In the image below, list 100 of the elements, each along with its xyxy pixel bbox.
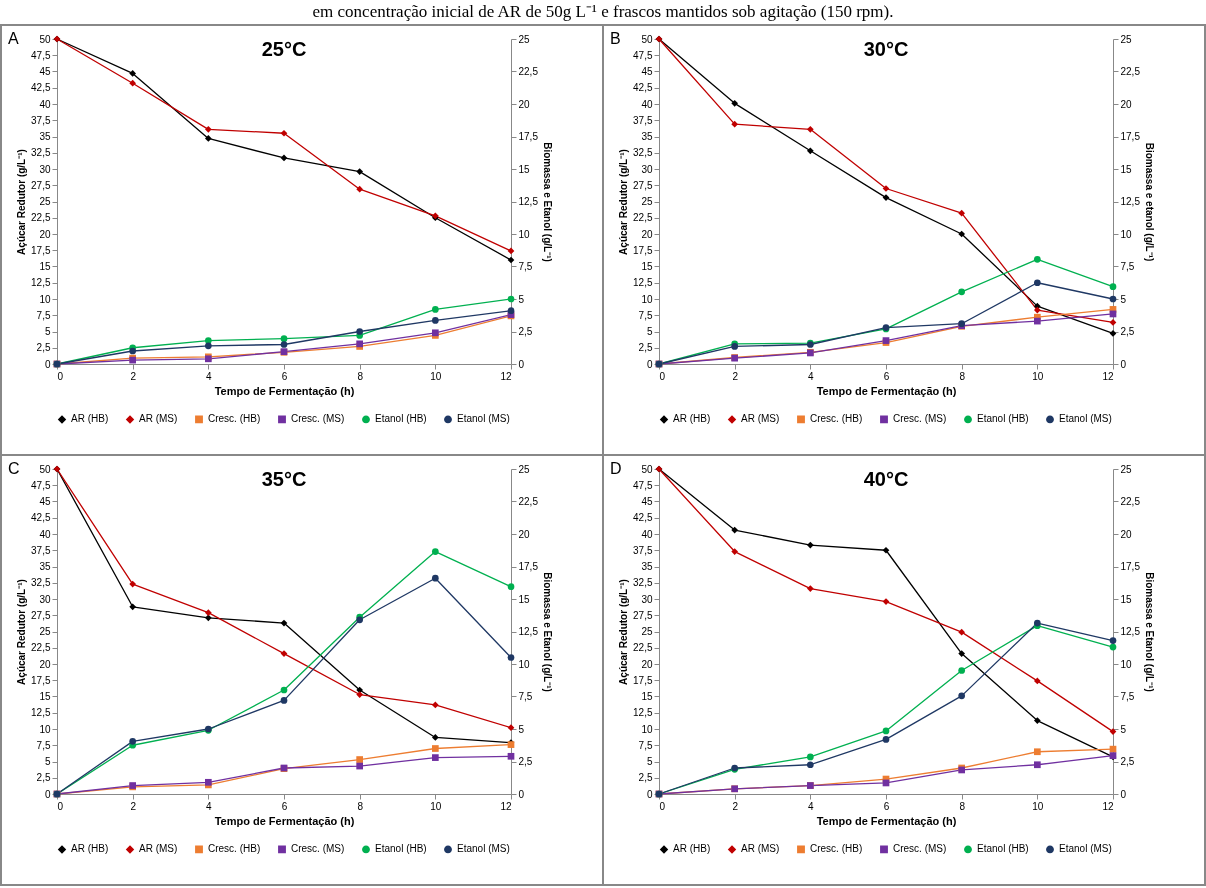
y2-tick-label: 17,5 (1120, 131, 1141, 142)
x-tick-label: 0 (57, 800, 64, 812)
y2-tick-label: 7,5 (518, 261, 533, 272)
x-tick-label: 10 (1032, 370, 1044, 382)
legend-label: AR (MS) (741, 843, 780, 855)
y-tick-label: 45 (641, 496, 653, 507)
y-tick-label: 50 (39, 463, 51, 475)
x-tick-label: 12 (500, 370, 512, 382)
y-tick-label: 12,5 (31, 707, 51, 719)
x-axis-title: Tempo de Fermentação (h) (816, 384, 957, 397)
legend-label: Etanol (MS) (457, 413, 510, 425)
x-tick-label: 2 (732, 370, 739, 382)
y-tick-label: 7,5 (638, 309, 653, 321)
text: B (610, 30, 621, 48)
y2-tick-label: 22,5 (518, 496, 539, 507)
y2-tick-label: 2,5 (1120, 326, 1135, 337)
x-tick-label: 8 (357, 370, 364, 382)
legend-label: Etanol (MS) (1059, 413, 1112, 425)
x-tick-label: 10 (430, 800, 442, 812)
y-tick-label: 5 (646, 756, 653, 767)
x-tick-label: 8 (959, 370, 966, 382)
x-tick-label: 6 (281, 800, 288, 812)
y-tick-label: 15 (39, 691, 51, 702)
y-tick-label: 32,5 (31, 577, 51, 589)
x-axis-title: Tempo de Fermentação (h) (816, 814, 957, 827)
x-tick-label: 8 (959, 800, 966, 812)
y-tick-label: 50 (641, 463, 653, 475)
y2-tick-label: 5 (518, 293, 525, 305)
y2-tick-label: 10 (1120, 228, 1133, 240)
y2-tick-label: 20 (1120, 528, 1133, 540)
y-tick-label: 12,5 (633, 707, 653, 719)
y2-tick-label: 5 (1120, 723, 1127, 735)
legend-label: Cresc. (MS) (893, 413, 947, 425)
legend-label: Etanol (HB) (977, 843, 1029, 855)
x-tick-label: 8 (357, 800, 364, 812)
x-tick-label: 12 (1102, 370, 1114, 382)
y-tick-label: 17,5 (633, 674, 653, 686)
x-tick-label: 6 (281, 370, 288, 382)
y-tick-label: 27,5 (31, 179, 51, 191)
y2-tick-label: 0 (1120, 358, 1127, 370)
y-tick-label: 37,5 (31, 544, 51, 556)
y-tick-label: 5 (646, 326, 653, 337)
y-tick-label: 50 (641, 33, 653, 45)
legend-label: AR (MS) (741, 413, 780, 425)
legend-label: Cresc. (HB) (208, 413, 261, 425)
legend-label: Etanol (HB) (977, 413, 1029, 425)
legend-label: AR (HB) (673, 413, 711, 425)
x-tick-label: 4 (206, 370, 213, 382)
y-tick-label: 20 (641, 658, 653, 670)
y2-tick-label: 2,5 (518, 756, 533, 767)
y-tick-label: 40 (641, 528, 653, 540)
y-tick-label: 30 (39, 593, 51, 605)
y-tick-label: 22,5 (31, 642, 51, 654)
legend-label: Etanol (HB) (375, 843, 427, 855)
y2-tick-label: 15 (518, 163, 531, 175)
y-tick-label: 47,5 (31, 479, 51, 491)
y-tick-label: 0 (44, 358, 51, 370)
y-tick-label: 47,5 (633, 49, 653, 61)
y-tick-label: 5 (44, 326, 51, 337)
text: em concentração inicial de AR de 50g L⁻¹ e frascos mantidos sob agitação (150 rpm). (312, 2, 894, 21)
legend-label: AR (MS) (139, 843, 178, 855)
chart-title: 40°C (863, 468, 909, 490)
y2-tick-label: 5 (518, 723, 525, 735)
y2-tick-label: 0 (518, 788, 525, 800)
y-tick-label: 25 (641, 196, 653, 207)
y-tick-label: 2,5 (638, 772, 653, 784)
y2-tick-label: 25 (1120, 463, 1133, 475)
y-tick-label: 25 (641, 626, 653, 637)
y-tick-label: 30 (641, 593, 653, 605)
y2-axis-title: Biomassa e Etanol (g/L⁻¹) (1143, 572, 1155, 692)
y-tick-label: 17,5 (31, 674, 51, 686)
y2-tick-label: 10 (518, 228, 531, 240)
y-tick-label: 20 (641, 228, 653, 240)
y-tick-label: 10 (641, 293, 653, 305)
legend-label: Etanol (MS) (457, 843, 510, 855)
y2-tick-label: 17,5 (1120, 561, 1141, 572)
x-tick-label: 2 (732, 800, 739, 812)
y-tick-label: 30 (39, 163, 51, 175)
y2-tick-label: 22,5 (1120, 496, 1141, 507)
y2-tick-label: 25 (518, 463, 531, 475)
x-tick-label: 0 (659, 800, 666, 812)
y2-tick-label: 15 (1120, 163, 1133, 175)
y-tick-label: 37,5 (633, 544, 653, 556)
x-tick-label: 12 (500, 800, 512, 812)
y-tick-label: 22,5 (633, 212, 653, 224)
x-tick-label: 6 (883, 800, 890, 812)
y-tick-label: 17,5 (633, 244, 653, 256)
legend-label: Cresc. (MS) (291, 413, 345, 425)
x-tick-label: 4 (808, 800, 815, 812)
y-tick-label: 45 (39, 66, 51, 77)
y-tick-label: 32,5 (633, 577, 653, 589)
legend-label: Cresc. (HB) (810, 413, 863, 425)
legend-label: Cresc. (MS) (291, 843, 345, 855)
y-tick-label: 50 (39, 33, 51, 45)
y-tick-label: 15 (641, 691, 653, 702)
y-tick-label: 0 (646, 358, 653, 370)
y-tick-label: 17,5 (31, 244, 51, 256)
y-tick-label: 37,5 (633, 114, 653, 126)
y-tick-label: 42,5 (633, 82, 653, 94)
legend-label: AR (HB) (673, 843, 711, 855)
